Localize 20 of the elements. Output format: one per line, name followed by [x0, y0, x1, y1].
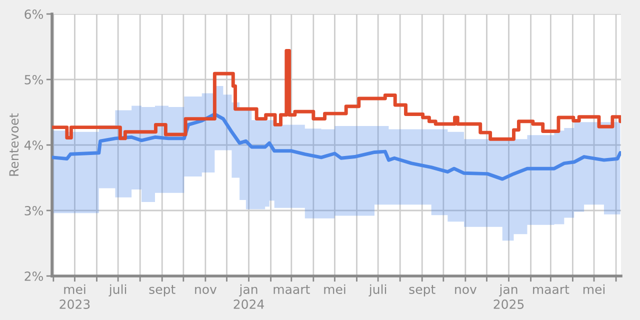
x-tick-label: sept — [409, 285, 436, 296]
x-tick-label: maart — [533, 285, 570, 294]
y-tick-label: 3% — [24, 206, 43, 216]
x-tick-label: juli — [368, 284, 386, 296]
x-tick-label: sept — [149, 285, 176, 296]
x-tick-label: nov — [195, 286, 217, 294]
y-tick-label: 6% — [24, 9, 43, 19]
x-tick-label: juli — [108, 284, 126, 296]
line-series — [52, 112, 621, 181]
x-tick-label: maart — [274, 285, 310, 294]
y-tick-label: 4% — [24, 140, 43, 150]
x-tick-label: mei — [583, 284, 605, 294]
y-tick-label: 2% — [24, 271, 43, 281]
y-tick-label: 5% — [24, 74, 43, 84]
x-tick-label: nov — [455, 286, 477, 294]
x-tick-label: mei 2023 — [60, 284, 90, 309]
x-tick-label: jan 2025 — [494, 284, 524, 309]
y-axis-title: Rentevoet — [9, 113, 19, 176]
x-tick-label: mei — [324, 284, 346, 294]
x-tick-label: jan 2024 — [234, 284, 264, 309]
